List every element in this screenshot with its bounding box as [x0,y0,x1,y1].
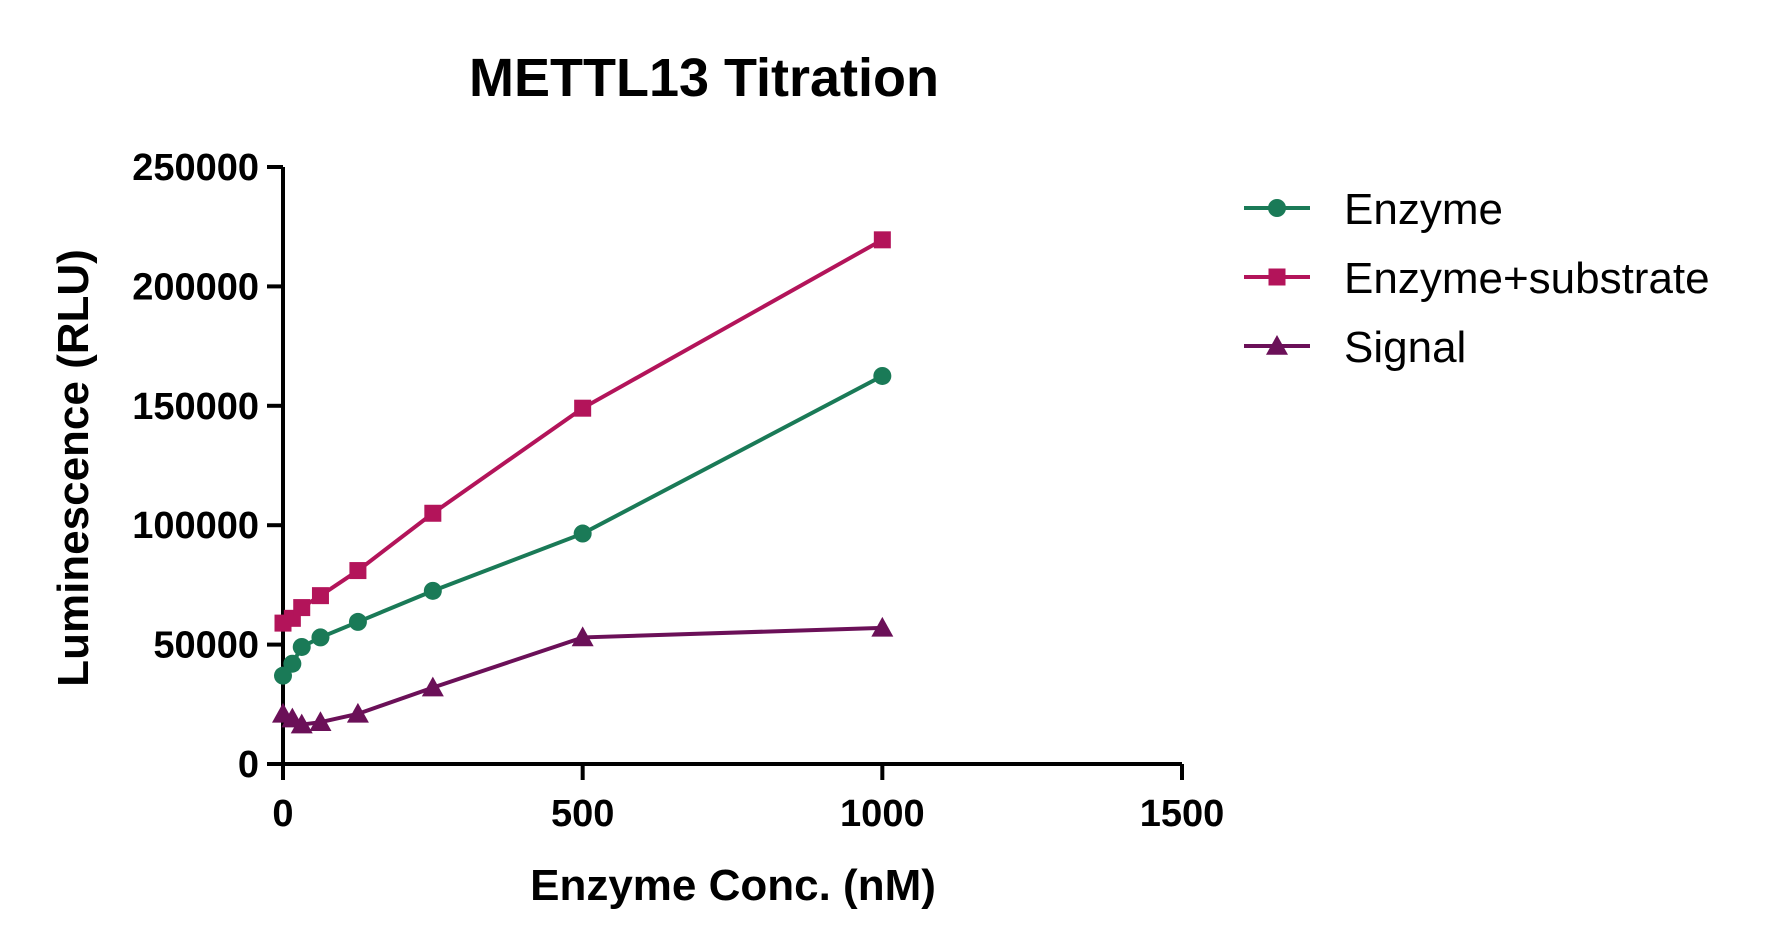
legend-item-enzyme-substrate: Enzyme+substrate [1244,254,1710,303]
data-point-signal [290,713,313,734]
chart-title: METTL13 Titration [469,48,939,108]
legend-label: Enzyme+substrate [1344,254,1710,303]
data-point-enzyme [311,628,330,647]
x-tick-label: 1500 [1140,793,1225,835]
data-point-enzyme-substrate [424,504,442,522]
legend-label: Enzyme [1344,185,1503,234]
legend-marker [1266,335,1288,355]
y-tick-label: 0 [238,744,259,786]
data-point-enzyme [873,366,892,385]
legend-label: Signal [1344,323,1466,372]
series-layer [272,231,894,734]
data-point-enzyme-substrate [574,399,592,417]
x-axis-label: Enzyme Conc. (nM) [530,861,936,910]
data-point-enzyme [283,654,302,673]
data-point-enzyme-substrate [873,231,891,249]
data-point-enzyme-substrate [349,562,367,580]
data-point-signal [571,626,594,647]
y-tick-label: 100000 [132,505,259,547]
data-point-signal [871,616,894,637]
data-point-enzyme-substrate [293,599,311,617]
legend-item-enzyme: Enzyme [1244,185,1503,234]
series-line-enzyme-substrate [282,238,884,625]
x-tick-label: 500 [551,793,614,835]
y-axis-label: Luminescence (RLU) [49,249,98,687]
y-tick-label: 200000 [132,266,259,308]
x-tick-label: 0 [272,793,293,835]
x-tick-label: 1000 [840,793,925,835]
y-tick-label: 150000 [132,386,259,428]
data-point-signal [421,676,444,697]
series-enzyme [274,366,892,685]
data-point-enzyme-substrate [311,587,329,605]
legend-marker [1268,199,1286,217]
data-point-signal [309,711,332,732]
data-point-enzyme [348,612,367,631]
axes: 0 50000 100000 150000 200000 250000 0 500 1000 15… [132,147,1224,835]
data-point-enzyme [573,524,592,543]
series-signal [272,616,894,734]
legend-marker [1268,268,1286,286]
series-enzyme-substrate [274,231,891,632]
data-point-signal [346,702,369,723]
y-tick-label: 50000 [153,625,259,667]
y-tick-label: 250000 [132,147,259,189]
data-point-enzyme [423,581,442,600]
legend-item-signal: Signal [1244,323,1466,372]
data-point-enzyme [292,637,311,656]
legend: Enzyme Enzyme+substrate Signal [1244,185,1710,372]
